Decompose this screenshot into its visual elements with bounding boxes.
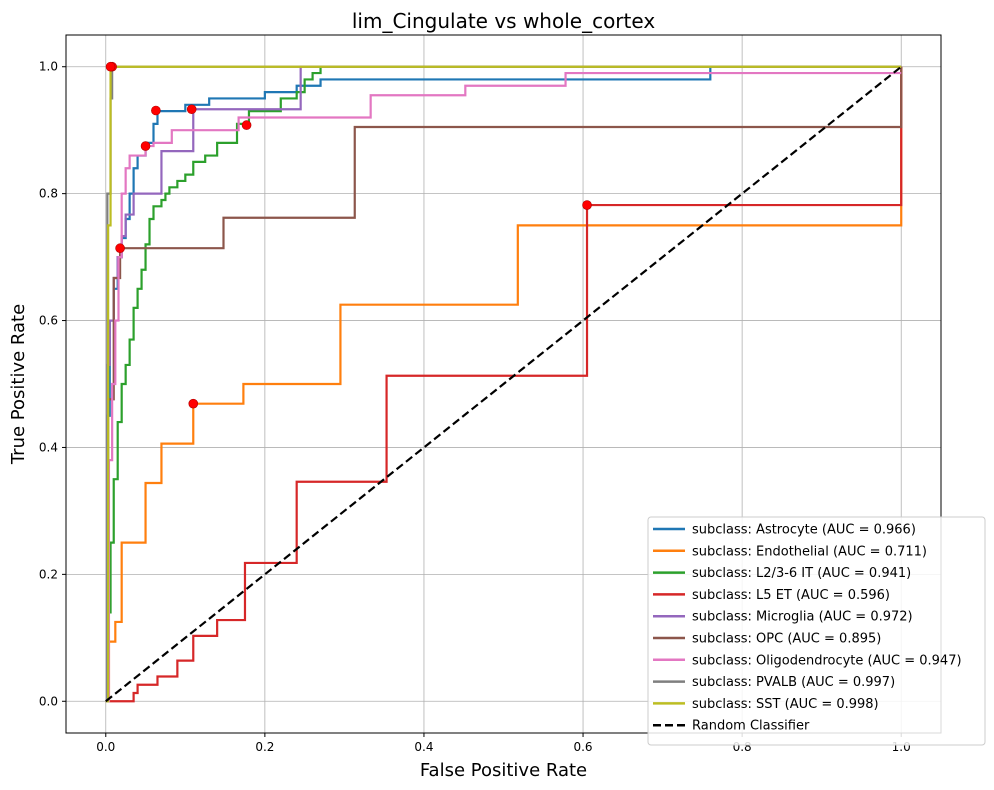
optimal-threshold-point-6	[140, 141, 151, 151]
series-line-8	[105, 65, 902, 703]
series-line-2	[105, 65, 902, 703]
optimal-threshold-point-5	[115, 243, 125, 254]
axis-ticks: 0.0 0.2 0.4 0.6 0.8 1.00.00.20.40.60.81.0	[39, 60, 911, 754]
optimal-threshold-point-3	[582, 200, 592, 210]
legend-entry-1: subclass: Endothelial (AUC = 0.711)	[692, 544, 927, 559]
y-tick-label: 0.2	[39, 567, 58, 581]
optimal-threshold-point-8	[105, 61, 116, 72]
legend-entry-5: subclass: OPC (AUC = 0.895)	[692, 632, 881, 647]
optimal-threshold-point-1	[188, 398, 199, 409]
legend-entry-2: subclass: L2/3-6 IT (AUC = 0.941)	[692, 566, 911, 581]
legend-entry-7: subclass: PVALB (AUC = 0.997)	[692, 675, 895, 690]
optimal-threshold-point-0	[151, 105, 161, 116]
series-line-1	[105, 66, 903, 703]
legend-entry-4: subclass: Microglia (AUC = 0.972)	[692, 610, 913, 625]
series-line-4	[105, 65, 902, 703]
legend-entry-9: Random Classifier	[692, 719, 810, 734]
x-tick-label: 0.4	[414, 740, 433, 754]
x-tick-label: 0.6	[573, 740, 592, 754]
chart-title: lim_Cingulate vs whole_cortex	[352, 9, 655, 33]
y-tick-label: 0.6	[39, 314, 58, 328]
marker-layer	[105, 61, 592, 409]
x-tick-label: 0.2	[255, 740, 274, 754]
legend-entry-3: subclass: L5 ET (AUC = 0.596)	[692, 588, 890, 603]
x-axis-label: False Positive Rate	[420, 760, 587, 781]
optimal-threshold-point-4	[186, 104, 197, 115]
y-tick-label: 1.0	[39, 60, 58, 74]
y-tick-label: 0.4	[39, 440, 58, 454]
legend-entry-8: subclass: SST (AUC = 0.998)	[692, 697, 879, 712]
legend-entry-0: subclass: Astrocyte (AUC = 0.966)	[692, 523, 916, 538]
y-tick-label: 0.8	[39, 187, 58, 201]
series-line-6	[105, 71, 902, 703]
legend-box	[647, 516, 986, 746]
x-tick-label: 0.0	[96, 740, 115, 754]
series-line-9	[105, 65, 902, 703]
series-line-3	[105, 66, 903, 703]
plot-frame	[65, 34, 942, 734]
legend: subclass: Astrocyte (AUC = 0.966) subclas…	[647, 516, 986, 746]
legend-entry-6: subclass: Oligodendrocyte (AUC = 0.947)	[692, 653, 962, 668]
optimal-threshold-point-2	[241, 120, 252, 130]
y-axis-label: True Positive Rate	[8, 304, 29, 465]
y-tick-label: 0.0	[39, 694, 58, 708]
